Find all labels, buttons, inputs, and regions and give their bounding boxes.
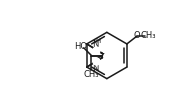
Text: O: O xyxy=(134,30,141,39)
Text: CH₃: CH₃ xyxy=(141,31,157,40)
Text: CH₃: CH₃ xyxy=(84,69,99,78)
Text: H: H xyxy=(95,38,100,44)
Text: N: N xyxy=(92,63,98,72)
Text: N: N xyxy=(92,39,98,48)
Text: HO: HO xyxy=(75,42,88,51)
